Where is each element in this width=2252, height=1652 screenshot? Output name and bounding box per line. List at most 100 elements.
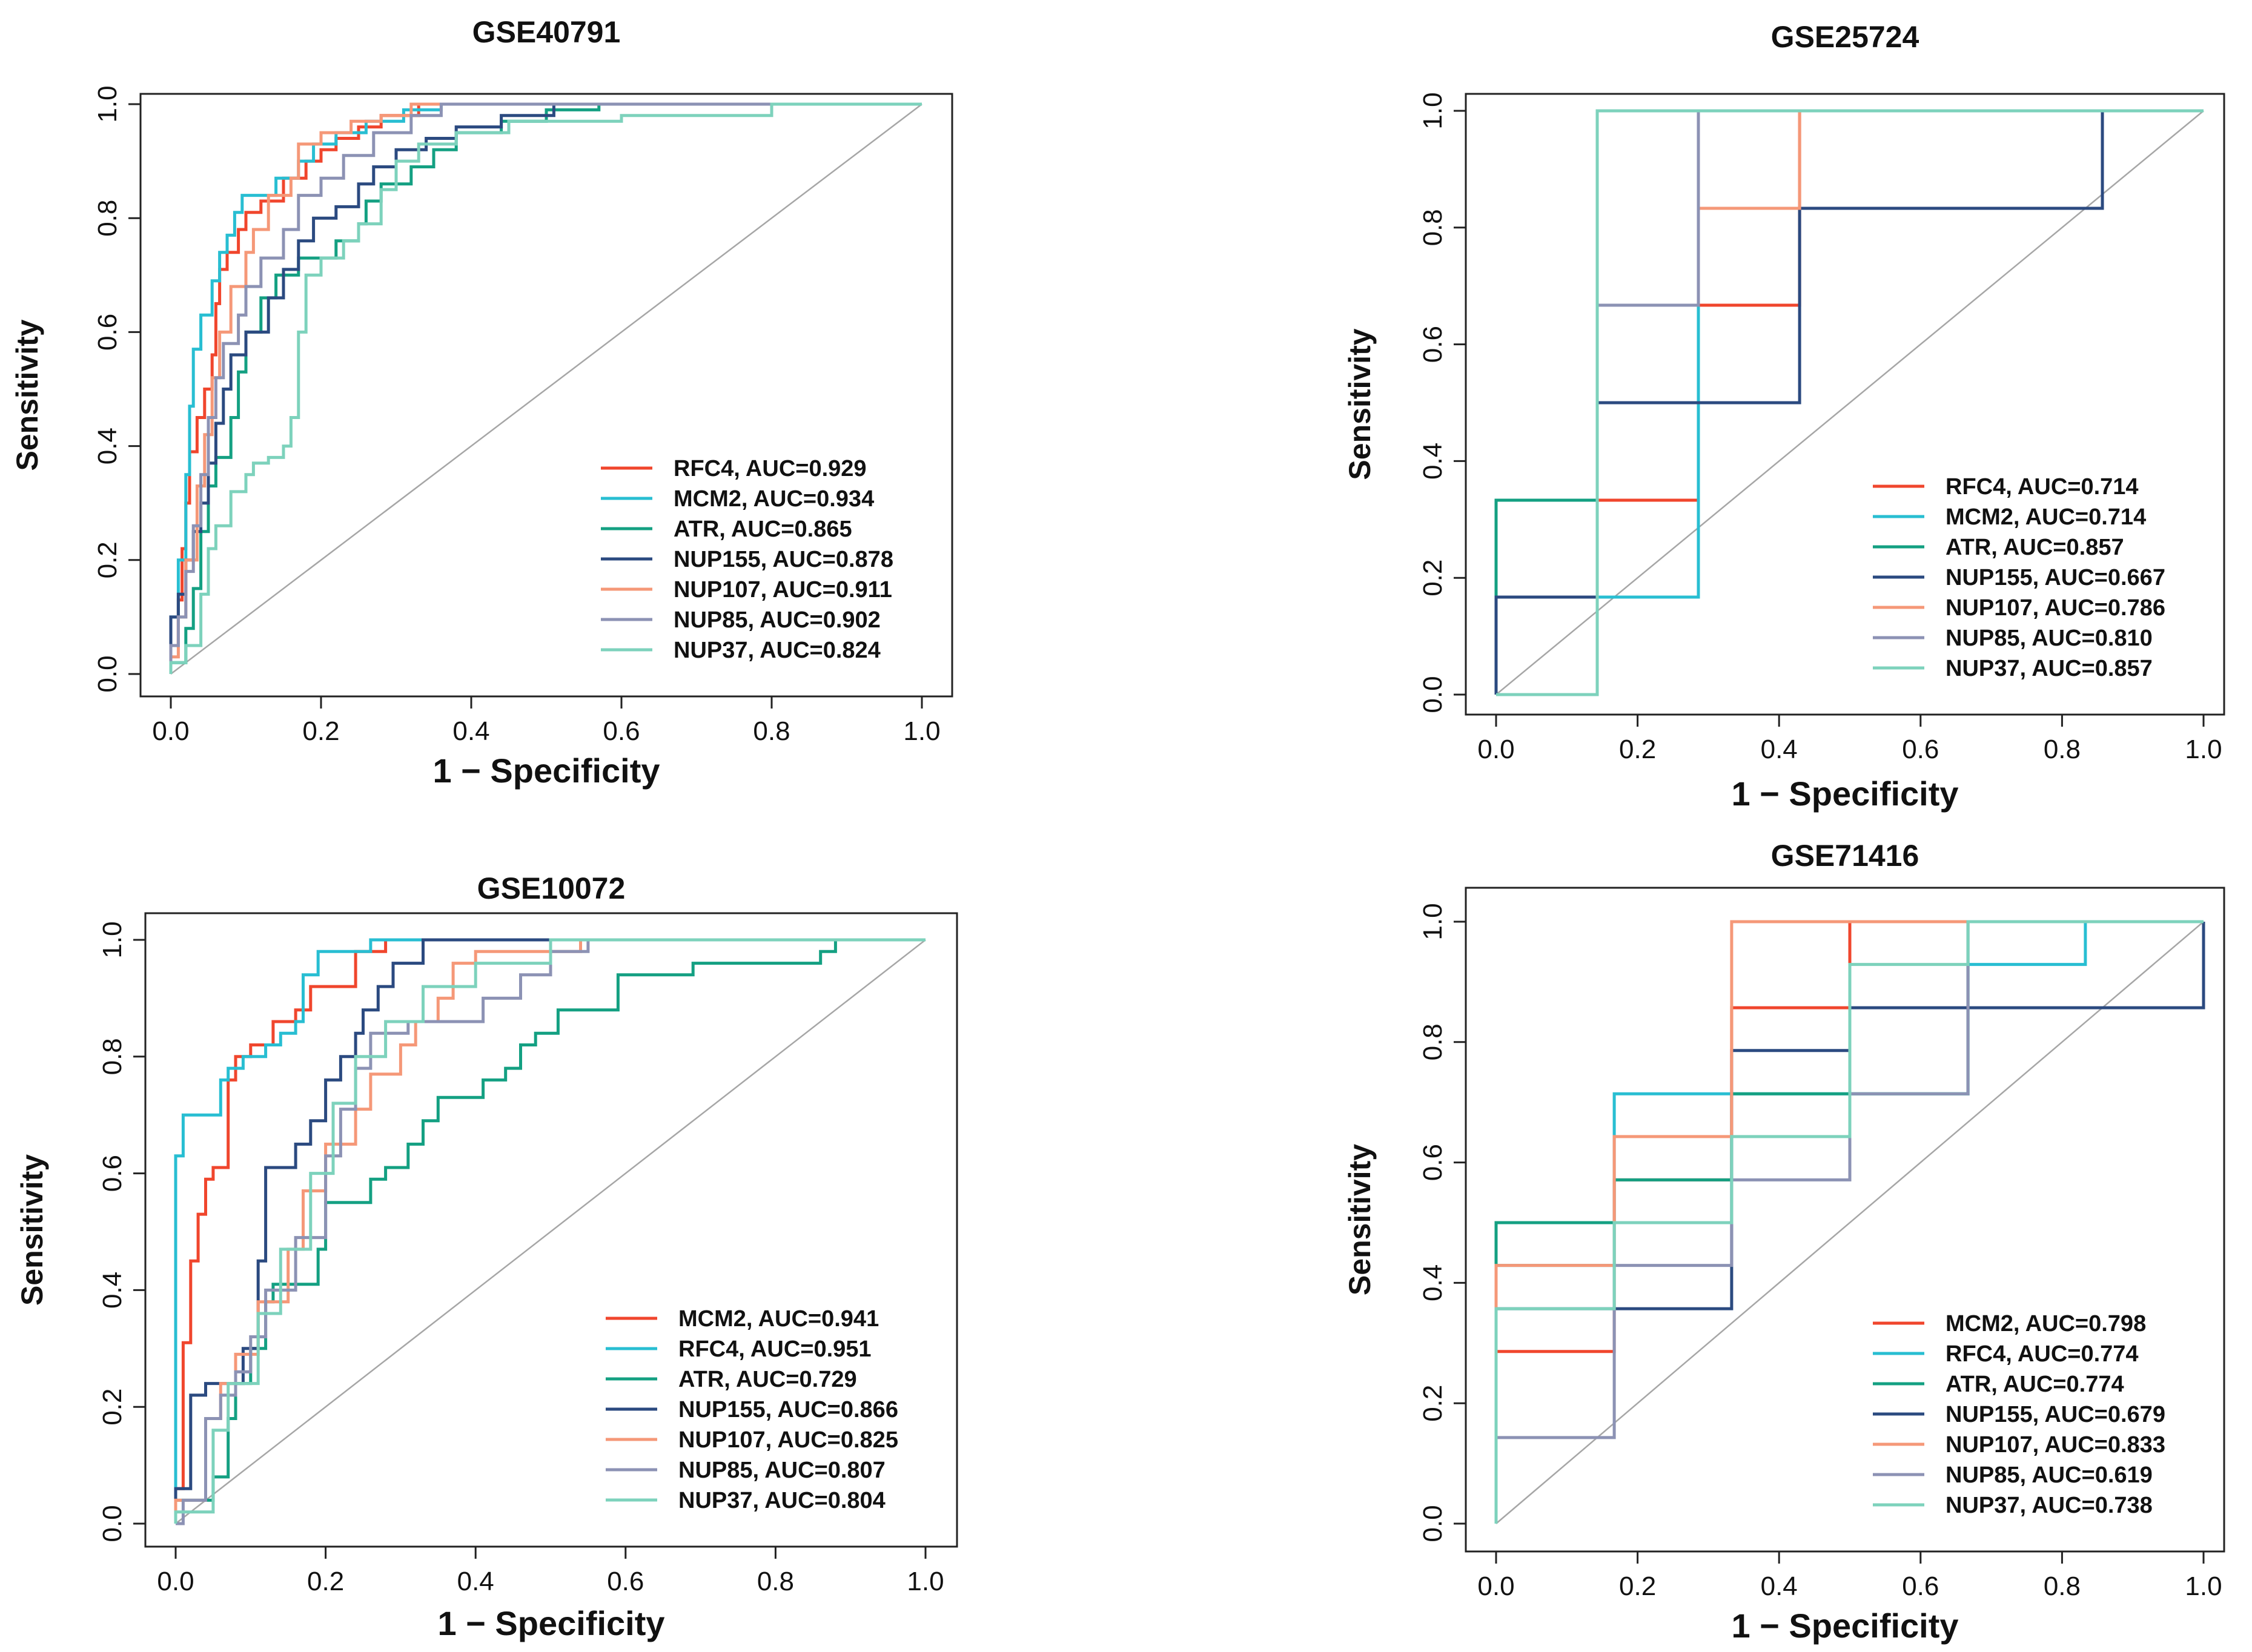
legend-label-atr: ATR, AUC=0.729	[678, 1367, 857, 1392]
y-axis-label: Sensitivity	[15, 1154, 49, 1306]
roc-curve-nup85	[169, 102, 922, 674]
y-tick-label: 0.0	[98, 1505, 127, 1542]
x-tick-label: 0.6	[603, 716, 640, 746]
legend-label-nup107: NUP107, AUC=0.911	[674, 577, 892, 603]
legend-label-nup85: NUP85, AUC=0.619	[1946, 1462, 2153, 1488]
legend-label-rfc4: RFC4, AUC=0.929	[674, 456, 867, 481]
x-tick-label: 0.6	[1902, 735, 1939, 764]
y-tick-label: 0.2	[1418, 1385, 1448, 1422]
roc-panel-gse25724: GSE25724 0.0 0.2 0.4 0.6 0.8 1.0 0.0 0.2 0.4 0.6 0.…	[1343, 20, 2225, 813]
y-tick-label: 1.0	[1418, 903, 1448, 940]
y-tick-label: 1.0	[93, 85, 122, 122]
roc-curve-nup37	[174, 938, 926, 1524]
y-tick-label: 0.0	[1418, 676, 1448, 713]
x-tick-label: 1.0	[2185, 1571, 2222, 1601]
roc-curve-mcm2	[174, 938, 926, 1524]
y-tick-label: 1.0	[98, 921, 127, 958]
legend: MCM2, AUC=0.798 RFC4, AUC=0.774 ATR, AUC=0…	[1873, 1311, 2165, 1518]
x-axis-label: 1 − Specificity	[437, 1604, 664, 1642]
y-tick-label: 1.0	[1418, 92, 1448, 129]
legend-label-mcm2: MCM2, AUC=0.714	[1946, 504, 2146, 530]
y-tick-label: 0.6	[1418, 1144, 1448, 1181]
x-tick-label: 0.8	[2044, 1571, 2081, 1601]
y-tick-label: 0.4	[98, 1272, 127, 1309]
roc-curve-nup37	[1496, 109, 2204, 696]
legend-label-nup155: NUP155, AUC=0.878	[674, 547, 893, 572]
legend: MCM2, AUC=0.941 RFC4, AUC=0.951 ATR, AUC=0…	[606, 1306, 898, 1513]
x-tick-label: 1.0	[903, 716, 940, 746]
x-tick-label: 0.2	[307, 1567, 344, 1596]
legend: RFC4, AUC=0.929 MCM2, AUC=0.934 ATR, AUC=0…	[601, 456, 893, 663]
y-axis-label: Sensitivity	[10, 319, 44, 471]
legend-label-nup155: NUP155, AUC=0.667	[1946, 565, 2165, 590]
x-tick-label: 0.4	[1761, 735, 1798, 764]
y-tick-label: 0.8	[1418, 209, 1448, 246]
legend-label-nup107: NUP107, AUC=0.825	[678, 1427, 898, 1453]
roc-panel-gse10072: GSE10072 0.0 0.2 0.4 0.6 0.8 1.0 0.0 0.2 0.4 0.6 0.…	[15, 871, 958, 1642]
legend-label-nup37: NUP37, AUC=0.738	[1946, 1493, 2153, 1518]
legend-label-nup37: NUP37, AUC=0.857	[1946, 656, 2153, 681]
roc-curve-nup37	[169, 102, 922, 674]
roc-panel-gse40791: GSE40791 0.0 0.2 0.4 0.6 0.8 1.0 0.0 0.2 0.4 0.6 0.…	[10, 15, 953, 790]
x-tick-label: 0.6	[607, 1567, 644, 1596]
chart-title: GSE10072	[477, 871, 626, 905]
y-tick-label: 0.2	[93, 541, 122, 578]
x-tick-label: 1.0	[2185, 735, 2222, 764]
legend-label-atr: ATR, AUC=0.865	[674, 517, 852, 542]
legend-label-mcm2: MCM2, AUC=0.934	[674, 486, 874, 512]
y-tick-label: 0.4	[1418, 443, 1448, 480]
y-tick-label: 0.0	[93, 655, 122, 692]
legend-label-nup155: NUP155, AUC=0.679	[1946, 1402, 2165, 1427]
x-tick-label: 0.2	[302, 716, 339, 746]
y-tick-label: 0.8	[1418, 1023, 1448, 1060]
x-tick-label: 0.0	[157, 1567, 194, 1596]
x-tick-label: 0.0	[152, 716, 189, 746]
x-tick-label: 0.8	[2044, 735, 2081, 764]
legend-label-rfc4: RFC4, AUC=0.951	[678, 1336, 872, 1362]
y-tick-label: 0.4	[1418, 1264, 1448, 1301]
roc-curve-nup155	[174, 938, 926, 1524]
y-axis-label: Sensitivity	[1343, 328, 1377, 480]
legend: RFC4, AUC=0.714 MCM2, AUC=0.714 ATR, AUC=0…	[1873, 474, 2165, 681]
y-tick-label: 0.2	[98, 1389, 127, 1426]
plot-frame	[1465, 887, 2225, 1553]
plot-frame	[1465, 93, 2225, 716]
legend-label-mcm2: MCM2, AUC=0.798	[1946, 1311, 2146, 1336]
y-tick-label: 0.6	[1418, 326, 1448, 363]
x-tick-label: 0.4	[457, 1567, 494, 1596]
legend-label-nup37: NUP37, AUC=0.804	[678, 1488, 886, 1513]
x-tick-label: 0.2	[1619, 735, 1656, 764]
x-tick-label: 0.8	[753, 716, 790, 746]
y-tick-label: 0.0	[1418, 1505, 1448, 1542]
y-tick-label: 0.4	[93, 428, 122, 464]
x-tick-label: 0.0	[1477, 735, 1514, 764]
legend-label-rfc4: RFC4, AUC=0.774	[1946, 1341, 2139, 1367]
roc-curve-nup107	[1494, 920, 2204, 1524]
x-tick-label: 0.2	[1619, 1571, 1656, 1601]
x-tick-label: 0.4	[1761, 1571, 1798, 1601]
reference-diagonal	[170, 104, 922, 675]
chart-title: GSE71416	[1771, 839, 1919, 873]
y-tick-label: 0.2	[1418, 560, 1448, 596]
legend-label-nup155: NUP155, AUC=0.866	[678, 1397, 898, 1422]
plot-frame	[144, 912, 958, 1548]
chart-title: GSE25724	[1771, 20, 1919, 54]
legend-label-nup85: NUP85, AUC=0.807	[678, 1458, 886, 1483]
legend-label-nup85: NUP85, AUC=0.902	[674, 607, 881, 633]
x-axis-label: 1 − Specificity	[1731, 1607, 1958, 1645]
x-tick-label: 0.8	[757, 1567, 794, 1596]
y-tick-label: 0.6	[98, 1155, 127, 1192]
roc-curve-nup107	[174, 938, 926, 1524]
roc-curve-nup37	[1494, 920, 2204, 1524]
legend-label-atr: ATR, AUC=0.774	[1946, 1372, 2124, 1397]
y-tick-label: 0.8	[93, 200, 122, 237]
legend-label-rfc4: RFC4, AUC=0.714	[1946, 474, 2139, 500]
legend-label-nup37: NUP37, AUC=0.824	[674, 638, 881, 663]
y-tick-label: 0.8	[98, 1038, 127, 1075]
x-tick-label: 0.6	[1902, 1571, 1939, 1601]
legend-label-nup107: NUP107, AUC=0.786	[1946, 595, 2165, 621]
legend-label-mcm2: MCM2, AUC=0.941	[678, 1306, 879, 1332]
legend-label-atr: ATR, AUC=0.857	[1946, 535, 2124, 560]
chart-title: GSE40791	[472, 15, 621, 49]
